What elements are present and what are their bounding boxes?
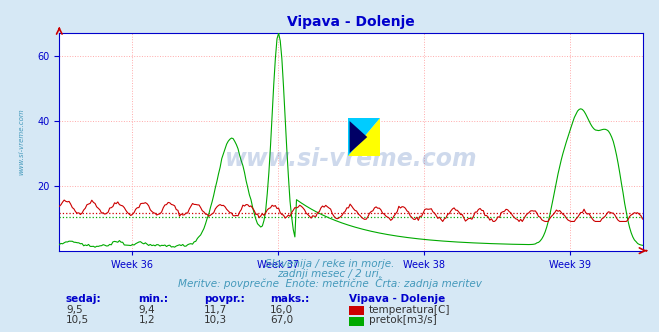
Polygon shape xyxy=(350,121,367,153)
Text: 10,5: 10,5 xyxy=(66,315,89,325)
Polygon shape xyxy=(348,118,380,156)
Text: Meritve: povprečne  Enote: metrične  Črta: zadnja meritev: Meritve: povprečne Enote: metrične Črta:… xyxy=(177,277,482,289)
Text: www.si-vreme.com: www.si-vreme.com xyxy=(18,109,24,175)
Text: 9,5: 9,5 xyxy=(66,305,82,315)
Text: 11,7: 11,7 xyxy=(204,305,227,315)
Text: temperatura[C]: temperatura[C] xyxy=(369,305,451,315)
Text: min.:: min.: xyxy=(138,294,169,304)
Text: maks.:: maks.: xyxy=(270,294,310,304)
Text: 67,0: 67,0 xyxy=(270,315,293,325)
Text: 1,2: 1,2 xyxy=(138,315,155,325)
Polygon shape xyxy=(348,118,380,156)
Text: Slovenija / reke in morje.: Slovenija / reke in morje. xyxy=(265,259,394,269)
Text: 9,4: 9,4 xyxy=(138,305,155,315)
Text: 10,3: 10,3 xyxy=(204,315,227,325)
Title: Vipava - Dolenje: Vipava - Dolenje xyxy=(287,15,415,29)
Text: Vipava - Dolenje: Vipava - Dolenje xyxy=(349,294,445,304)
Text: zadnji mesec / 2 uri.: zadnji mesec / 2 uri. xyxy=(277,269,382,279)
Text: povpr.:: povpr.: xyxy=(204,294,245,304)
Text: www.si-vreme.com: www.si-vreme.com xyxy=(225,147,477,171)
Text: sedaj:: sedaj: xyxy=(66,294,101,304)
Text: 16,0: 16,0 xyxy=(270,305,293,315)
Text: pretok[m3/s]: pretok[m3/s] xyxy=(369,315,437,325)
